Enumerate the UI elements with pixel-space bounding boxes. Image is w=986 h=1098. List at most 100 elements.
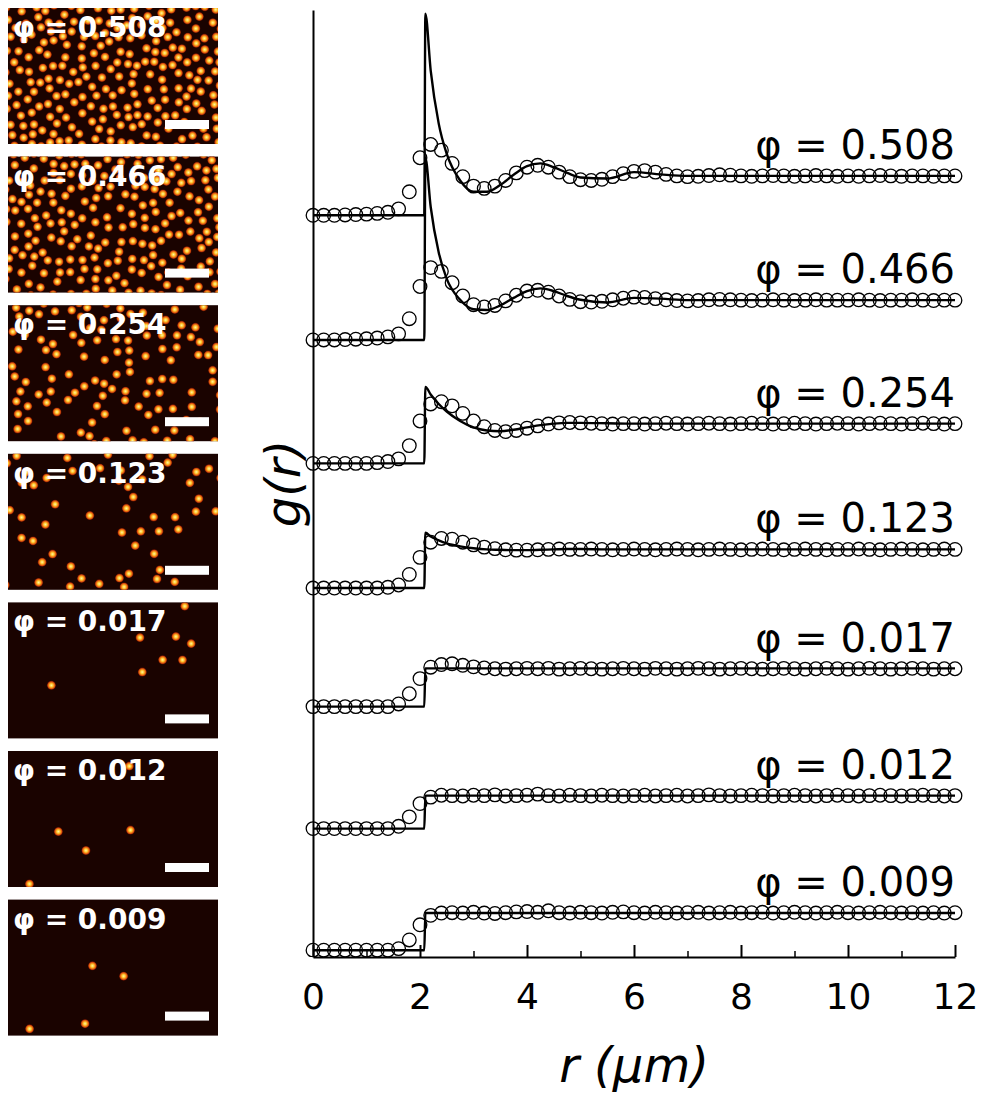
particle bbox=[211, 507, 218, 516]
data-point bbox=[905, 169, 919, 183]
particle bbox=[26, 78, 35, 87]
particle bbox=[12, 397, 21, 406]
particle bbox=[117, 138, 126, 144]
particle bbox=[13, 424, 22, 433]
series bbox=[306, 904, 962, 957]
particle bbox=[193, 75, 202, 84]
particle bbox=[193, 142, 202, 144]
particle bbox=[147, 96, 156, 105]
particle bbox=[205, 257, 214, 266]
particle bbox=[56, 237, 65, 246]
particle bbox=[27, 108, 36, 117]
particle bbox=[128, 436, 137, 441]
particle bbox=[204, 76, 213, 85]
y-axis-title: g(r) bbox=[255, 440, 311, 528]
particle bbox=[187, 84, 196, 93]
particle bbox=[186, 435, 195, 442]
particle bbox=[58, 61, 67, 70]
particle bbox=[182, 8, 191, 12]
series-label: φ = 0.012 bbox=[755, 742, 955, 788]
data-point bbox=[328, 822, 342, 836]
particle bbox=[57, 206, 66, 215]
particle bbox=[33, 222, 42, 231]
particle bbox=[64, 395, 73, 404]
data-point bbox=[349, 700, 363, 714]
particle bbox=[174, 525, 183, 534]
particle bbox=[204, 237, 213, 246]
particle bbox=[153, 118, 162, 127]
particle bbox=[102, 437, 111, 442]
particle bbox=[88, 418, 97, 427]
particle bbox=[17, 513, 26, 522]
particle bbox=[210, 100, 218, 109]
particle bbox=[196, 66, 205, 75]
particle bbox=[173, 163, 182, 172]
fit-line bbox=[313, 668, 955, 706]
particle bbox=[169, 157, 178, 163]
particle bbox=[43, 50, 52, 59]
particle bbox=[108, 384, 117, 393]
particle bbox=[95, 125, 104, 134]
particle bbox=[211, 67, 218, 76]
data-point bbox=[392, 578, 406, 592]
particle bbox=[8, 362, 17, 371]
particle bbox=[16, 387, 25, 396]
particle bbox=[85, 511, 94, 520]
particles bbox=[8, 305, 218, 441]
micrograph: φ = 0.017 bbox=[8, 602, 218, 739]
particle bbox=[55, 76, 64, 85]
data-point bbox=[328, 457, 342, 471]
particle bbox=[203, 289, 212, 292]
particle bbox=[33, 198, 42, 207]
particle bbox=[185, 478, 194, 487]
x-tick-label: 10 bbox=[826, 976, 872, 1017]
particle bbox=[118, 223, 127, 232]
particle bbox=[205, 56, 214, 65]
particle bbox=[108, 102, 117, 111]
particle bbox=[151, 425, 160, 434]
fit-line bbox=[313, 158, 955, 340]
particles bbox=[8, 8, 218, 144]
particle bbox=[172, 343, 181, 352]
data-point bbox=[413, 414, 427, 428]
particle bbox=[176, 285, 185, 292]
data-point bbox=[424, 138, 438, 152]
particle bbox=[39, 269, 48, 278]
particle bbox=[170, 577, 179, 586]
data-point bbox=[306, 581, 320, 595]
particle bbox=[94, 244, 103, 253]
particle bbox=[52, 119, 61, 128]
x-tick-label: 8 bbox=[730, 976, 753, 1017]
particle bbox=[213, 324, 218, 333]
particle bbox=[113, 256, 122, 265]
data-point bbox=[413, 280, 427, 294]
micrograph-background bbox=[8, 157, 218, 293]
particle bbox=[49, 198, 58, 207]
data-point bbox=[563, 543, 577, 557]
particle bbox=[14, 87, 23, 96]
particle bbox=[193, 162, 202, 171]
particle bbox=[204, 185, 213, 194]
fit-line bbox=[313, 796, 955, 829]
particle bbox=[171, 632, 180, 641]
particle bbox=[182, 246, 191, 255]
particle bbox=[55, 104, 64, 113]
particle bbox=[131, 541, 140, 550]
particle bbox=[124, 113, 133, 122]
data-point bbox=[413, 672, 427, 686]
particle bbox=[176, 208, 185, 217]
series-label: φ = 0.508 bbox=[755, 122, 955, 168]
series-label: φ = 0.254 bbox=[755, 370, 955, 416]
particle bbox=[161, 95, 170, 104]
data-point bbox=[328, 581, 342, 595]
particle bbox=[127, 79, 136, 88]
data-point bbox=[328, 700, 342, 714]
x-tick-mark bbox=[848, 945, 850, 957]
particle bbox=[216, 391, 218, 400]
particle bbox=[216, 24, 218, 33]
scale-bar bbox=[165, 1012, 209, 1021]
particle bbox=[213, 232, 218, 241]
data-point bbox=[317, 581, 331, 595]
particle bbox=[187, 177, 196, 186]
particle bbox=[172, 28, 181, 37]
